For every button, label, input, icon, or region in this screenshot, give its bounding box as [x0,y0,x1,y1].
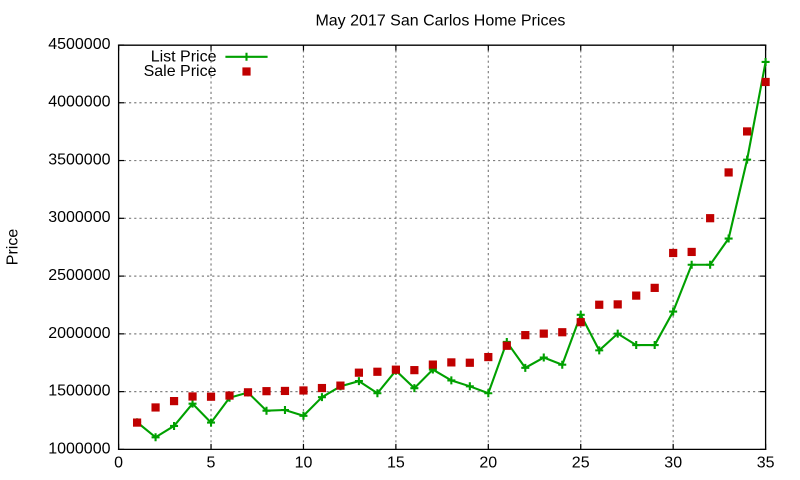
svg-text:Price: Price [5,229,22,266]
svg-text:30: 30 [664,455,682,472]
svg-text:2000000: 2000000 [48,325,110,342]
svg-text:List Price: List Price [151,48,217,65]
svg-text:0: 0 [114,455,123,472]
svg-text:3500000: 3500000 [48,151,110,168]
svg-text:Sale Price: Sale Price [144,63,217,80]
svg-text:20: 20 [479,455,497,472]
svg-text:1000000: 1000000 [48,440,110,457]
svg-text:15: 15 [387,455,405,472]
svg-text:2500000: 2500000 [48,267,110,284]
svg-text:1500000: 1500000 [48,383,110,400]
svg-text:4500000: 4500000 [48,36,110,53]
svg-text:May 2017 San Carlos Home Price: May 2017 San Carlos Home Prices [315,13,565,30]
svg-text:35: 35 [757,455,775,472]
svg-text:4000000: 4000000 [48,94,110,111]
svg-text:25: 25 [572,455,590,472]
svg-text:10: 10 [295,455,313,472]
svg-text:3000000: 3000000 [48,209,110,226]
svg-text:5: 5 [207,455,216,472]
